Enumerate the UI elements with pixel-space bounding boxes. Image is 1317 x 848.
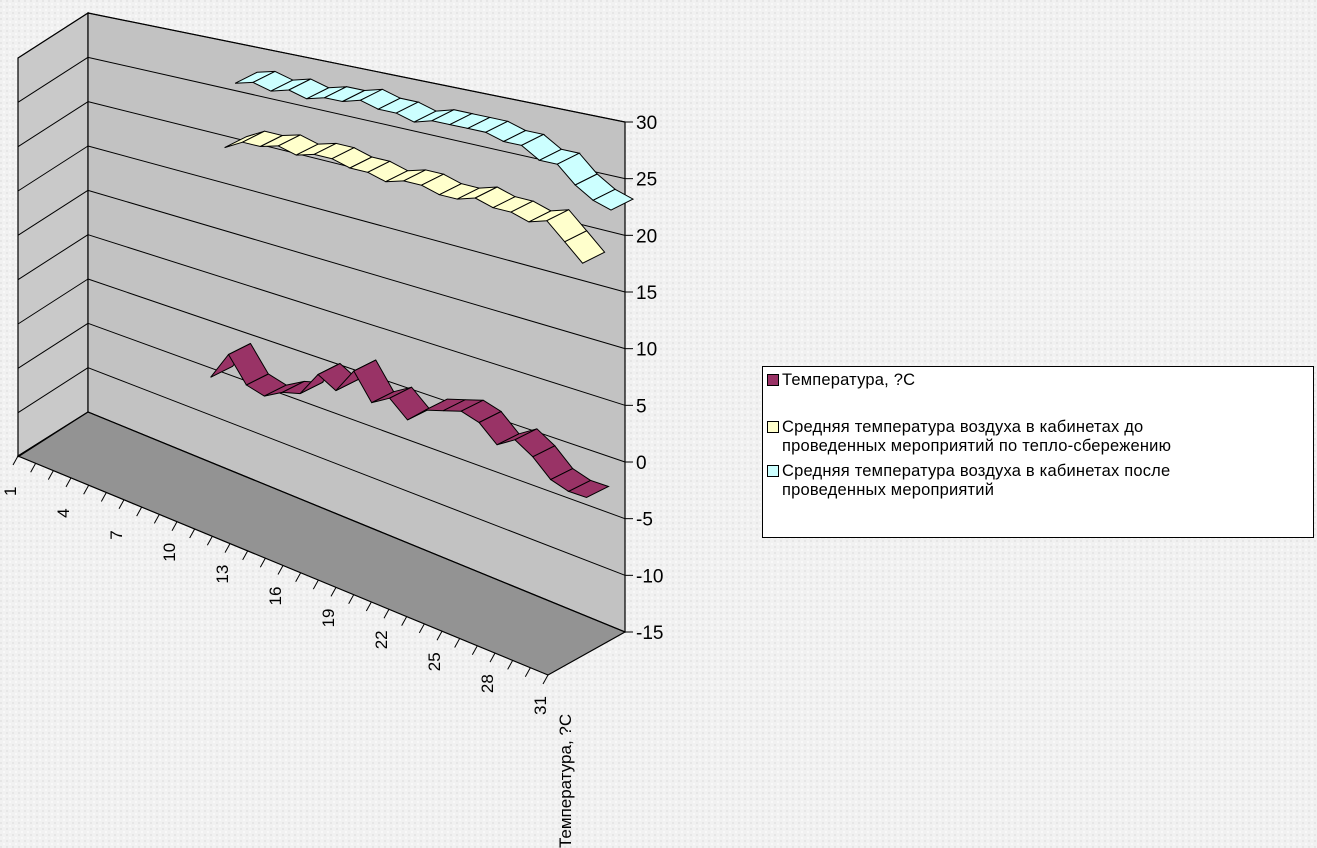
x-tick-mark [508,660,513,669]
chart-walls [18,13,625,675]
x-tick-mark [260,558,265,567]
legend-item-after: Средняя температура воздуха в кабинетах … [767,462,1309,500]
legend-swatch-before [767,421,779,433]
x-tick-label: 19 [319,608,338,627]
x-tick-mark [31,463,36,472]
x-tick-mark [437,631,442,640]
legend-label-temperature: Температура, ?С [782,371,915,390]
x-tick-label: 7 [107,530,126,539]
legend-item-temperature: Температура, ?С [767,371,1309,390]
x-tick-mark [119,500,124,509]
y-tick-label: 20 [636,226,657,247]
legend-label-before: Средняя температура воздуха в кабинетах … [782,418,1171,456]
x-tick-mark [84,485,89,494]
legend-swatch-temperature [767,374,779,386]
x-tick-label: 16 [266,587,285,606]
x-tick-mark [384,609,389,618]
x-tick-mark [366,602,371,611]
x-tick-mark [243,551,248,560]
x-tick-label: 22 [372,630,391,649]
legend-swatch-after [767,465,779,477]
x-tick-mark [313,580,318,589]
y-tick-label: 10 [636,340,657,361]
x-tick-label: 28 [478,674,497,693]
legend-label-after: Средняя температура воздуха в кабинетах … [782,462,1170,500]
y-tick-label: -5 [636,510,653,531]
x-tick-mark [472,646,477,655]
y-tick-label: 25 [636,170,657,191]
x-tick-label: 25 [425,652,444,671]
x-tick-label: 31 [531,696,550,715]
y-tick-label: 30 [636,113,657,134]
x-tick-mark [13,456,18,465]
x-tick-mark [349,595,354,604]
x-tick-mark [543,675,548,684]
chart-legend: Температура, ?С Средняя температура возд… [762,366,1314,538]
x-tick-mark [48,471,53,480]
y-tick-label: 15 [636,283,657,304]
x-tick-mark [419,624,424,633]
x-tick-mark [190,529,195,538]
x-tick-mark [66,478,71,487]
x-tick-label: 10 [160,543,179,562]
x-axis-title: Температура, ?С [556,714,575,848]
x-tick-mark [101,493,106,502]
x-tick-mark [137,507,142,516]
x-tick-label: 4 [54,508,73,517]
y-tick-label: 0 [636,453,647,474]
x-tick-mark [154,514,159,523]
y-tick-label: -15 [636,623,663,644]
x-tick-mark [490,653,495,662]
y-axis: 30 25 20 15 10 5 0 -5 -10 -15 [625,113,663,644]
x-tick-mark [525,668,530,677]
x-tick-mark [225,544,230,553]
y-tick-label: -10 [636,566,663,587]
x-tick-mark [331,587,336,596]
x-tick-mark [278,566,283,575]
y-tick-label: 5 [636,396,647,417]
x-tick-label: 13 [213,565,232,584]
x-tick-mark [455,639,460,648]
x-tick-label: 1 [1,487,20,496]
x-tick-mark [296,573,301,582]
x-tick-mark [207,536,212,545]
x-tick-mark [172,522,177,531]
legend-item-before: Средняя температура воздуха в кабинетах … [767,418,1309,456]
x-tick-mark [402,617,407,626]
